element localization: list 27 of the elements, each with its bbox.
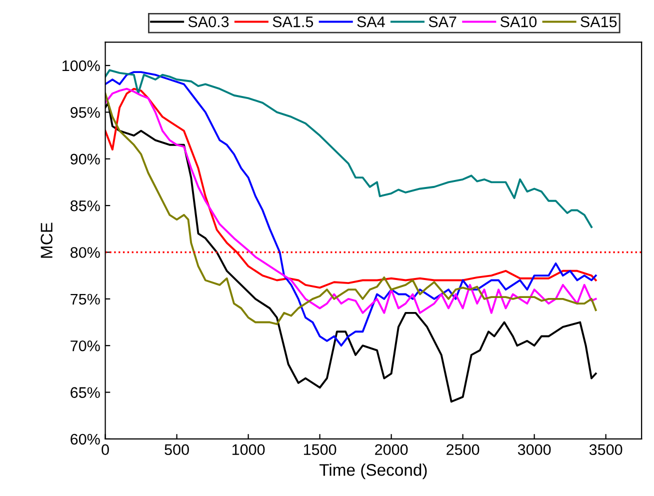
x-tick-label: 2000	[375, 444, 408, 456]
y-tick-label: 100%	[62, 60, 100, 72]
y-tick-label: 85%	[70, 200, 100, 212]
y-tick-label: 95%	[70, 107, 100, 118]
line-series	[105, 69, 592, 228]
y-tick-label: 65%	[70, 387, 100, 398]
y-axis-title: MCE	[40, 222, 53, 258]
legend-label: SA10	[500, 16, 537, 28]
x-tick-label: 0	[102, 444, 109, 456]
line-series	[105, 71, 597, 347]
y-tick-label: 60%	[70, 434, 100, 445]
legend-label: SA1.5	[272, 16, 314, 28]
x-tick-label: 1000	[232, 444, 265, 456]
legend-label: SA7	[428, 16, 456, 28]
y-tick-label: 80%	[70, 247, 100, 258]
x-tick-label: 1500	[304, 444, 336, 456]
x-tick-label: 2500	[446, 444, 480, 456]
x-tick-label: 500	[164, 444, 189, 456]
x-axis-title: Time (Second)	[319, 464, 427, 480]
x-tick-label: 3000	[518, 444, 551, 456]
y-tick-label: 75%	[70, 294, 100, 305]
y-tick-label: 70%	[70, 340, 100, 352]
x-tick-label: 3500	[589, 444, 622, 456]
legend-label: SA15	[580, 16, 617, 28]
y-tick-label: 90%	[70, 154, 100, 165]
legend-label: SA0.3	[188, 16, 229, 28]
legend-label: SA4	[357, 16, 385, 28]
